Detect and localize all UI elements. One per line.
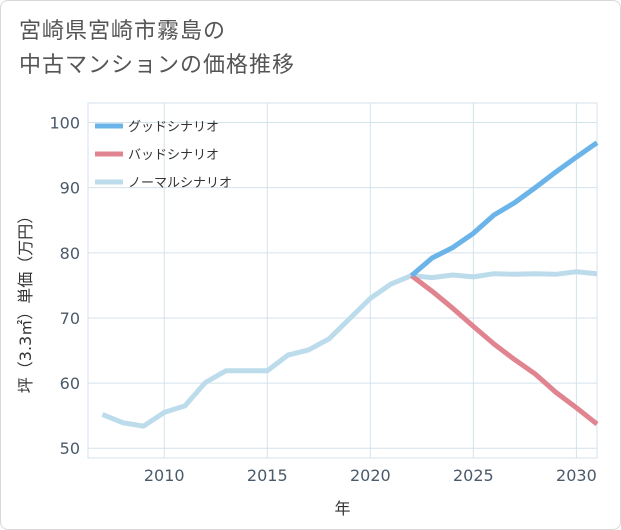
series-line-1: [409, 273, 599, 427]
chart-title: 宮崎県宮崎市霧島の 中古マンションの価格推移: [19, 15, 295, 83]
x-tick-label: 2010: [144, 466, 185, 485]
series-line-2: [101, 269, 598, 429]
plot-frame: [87, 102, 598, 459]
x-tick-label: 2025: [453, 466, 494, 485]
tick-labels: 2010 2015 2020 2025 2030 50 60 70 80 90 100: [49, 114, 596, 485]
y-axis-title: 坪（3.3㎡）単価（万円）: [16, 208, 35, 393]
y-tick-label: 60: [60, 374, 80, 393]
y-tick-label: 70: [60, 309, 80, 328]
chart-title-line-2: 中古マンションの価格推移: [19, 53, 296, 78]
x-tick-label: 2015: [247, 466, 288, 485]
series-lines: [101, 140, 599, 429]
x-tick-label: 2020: [350, 466, 391, 485]
legend-label: バッドシナリオ: [128, 148, 219, 163]
y-tick-label: 90: [60, 179, 80, 198]
legend-label: グッドシナリオ: [128, 120, 219, 135]
grid-lines: [87, 102, 598, 459]
x-axis-title: 年: [334, 499, 350, 518]
series-line-0: [409, 140, 599, 278]
chart-title-line-1: 宮崎県宮崎市霧島の: [19, 19, 227, 44]
legend-label: ノーマルシナリオ: [128, 176, 232, 191]
y-tick-label: 100: [49, 114, 80, 133]
x-tick-label: 2030: [556, 466, 597, 485]
y-tick-label: 50: [60, 439, 80, 458]
y-tick-label: 80: [60, 244, 80, 263]
